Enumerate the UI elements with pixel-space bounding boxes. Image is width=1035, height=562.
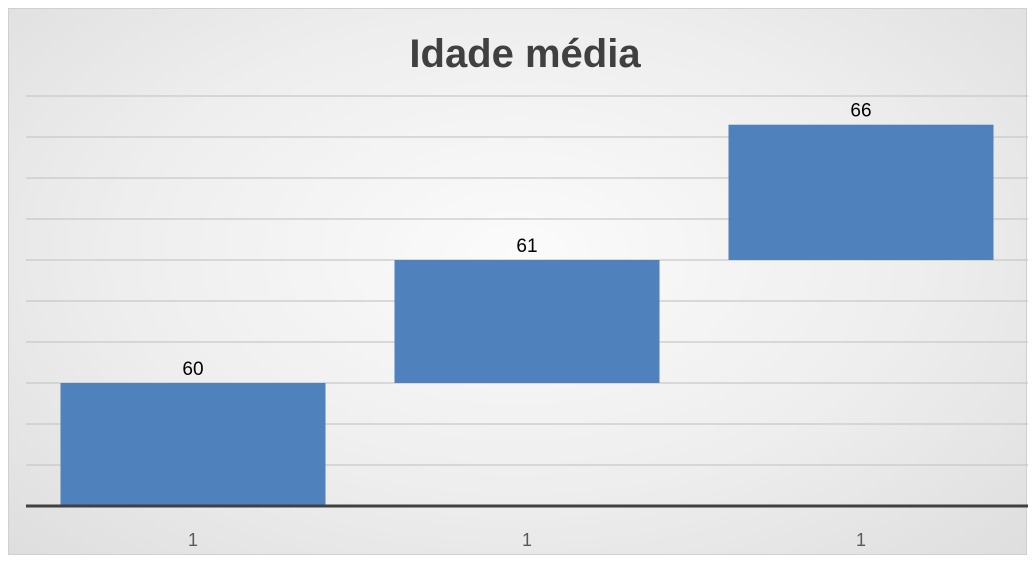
x-axis: 1 1 1 <box>26 504 1028 550</box>
bar-chart: Idade média 60 61 66 1 1 1 <box>26 32 1028 550</box>
data-labels: 60 61 66 <box>182 101 871 380</box>
bars <box>60 124 994 506</box>
chart-area: Idade média 60 61 66 1 1 1 <box>8 8 1028 555</box>
bar <box>394 260 660 383</box>
chart-title: Idade média <box>409 32 641 76</box>
x-tick-label: 1 <box>188 530 198 550</box>
bar <box>60 383 326 506</box>
data-label: 66 <box>850 101 871 122</box>
data-label: 60 <box>182 359 203 380</box>
x-tick-label: 1 <box>522 530 532 550</box>
bar <box>728 124 994 260</box>
data-label: 61 <box>516 236 537 257</box>
x-tick-label: 1 <box>856 530 866 550</box>
